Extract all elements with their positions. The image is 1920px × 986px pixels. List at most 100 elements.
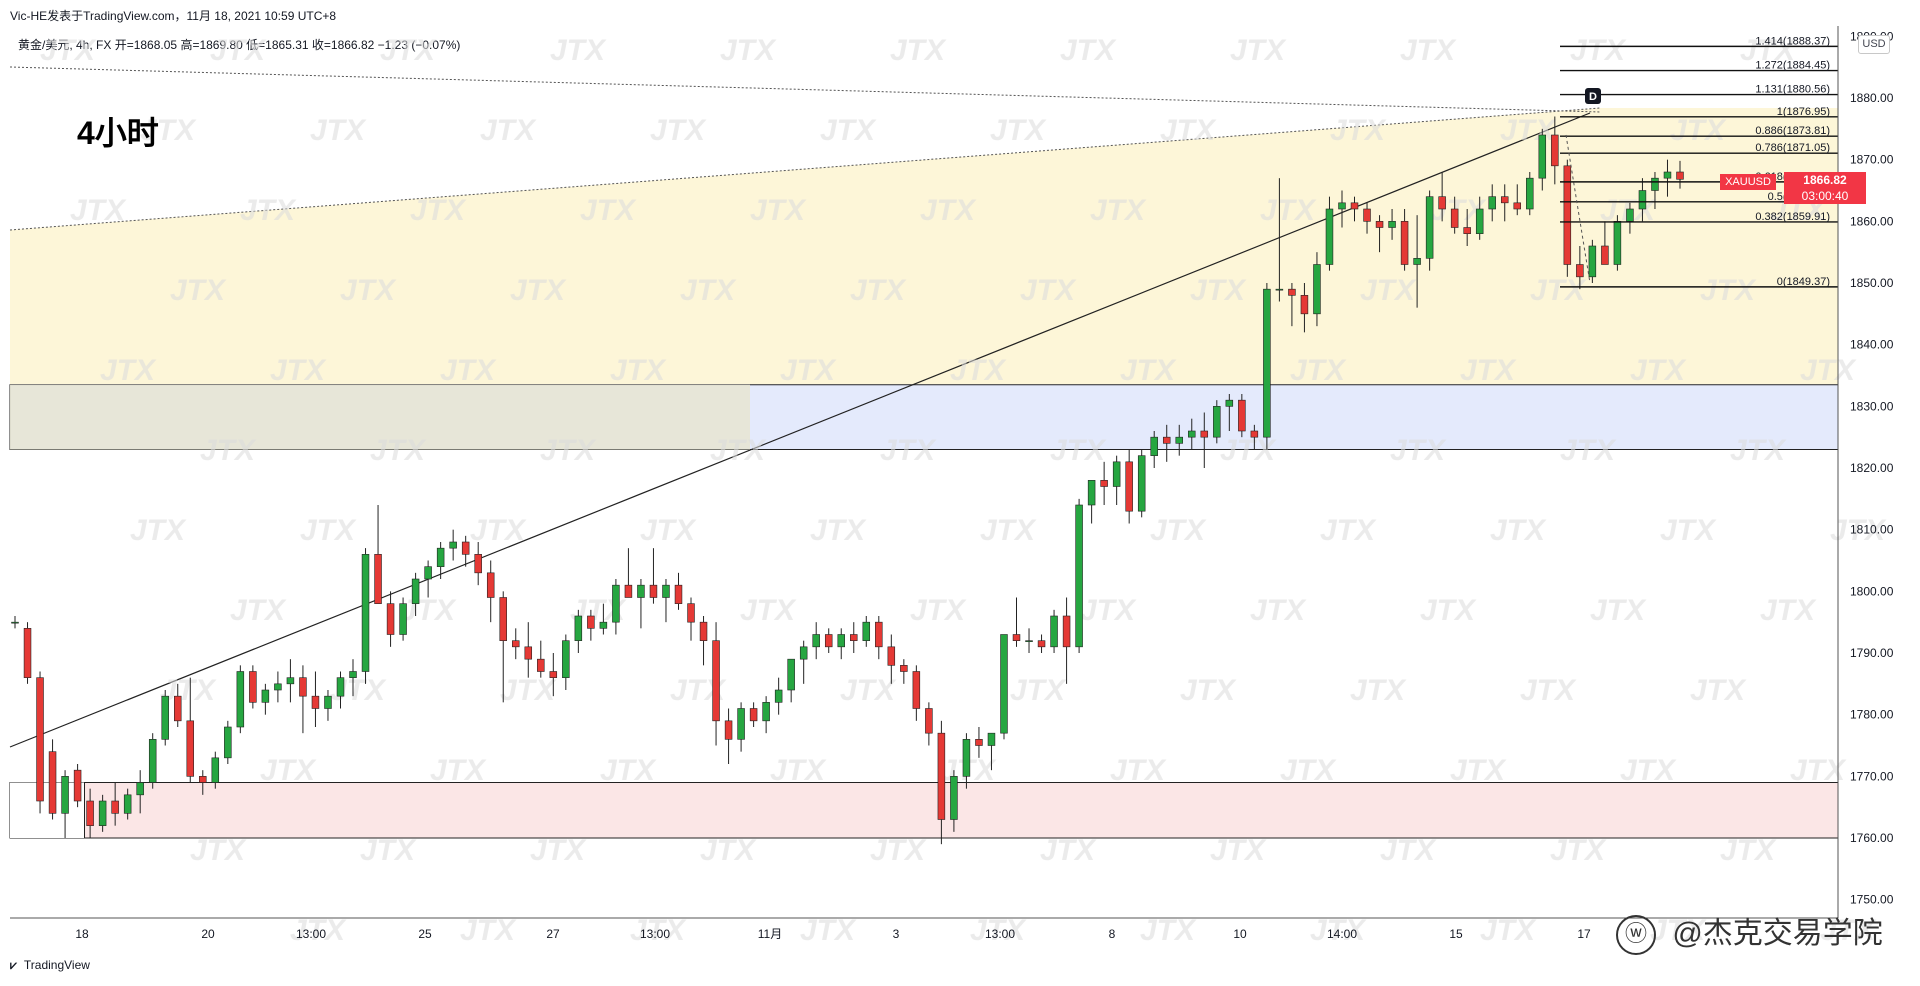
- candle-body: [274, 683, 282, 691]
- jtx-watermark: JTX: [1120, 354, 1177, 387]
- close-value: 收=1866.82: [311, 38, 375, 52]
- jtx-watermark: JTX: [910, 594, 967, 627]
- jtx-watermark: JTX: [290, 914, 347, 947]
- jtx-watermark: JTX: [1480, 914, 1537, 947]
- jtx-watermark: JTX: [1310, 914, 1367, 947]
- jtx-watermark: JTX: [1700, 274, 1757, 307]
- jtx-watermark: JTX: [740, 594, 797, 627]
- candle-body: [1050, 615, 1058, 648]
- fib-marker-d-icon: [1585, 88, 1601, 104]
- chart-header: Vic-HE发表于TradingView.com，11月 18, 2021 10…: [0, 0, 1920, 26]
- candle-body: [1438, 196, 1446, 210]
- symbol-label[interactable]: 黄金/美元, 4h, FX: [18, 38, 112, 52]
- jtx-watermark: JTX: [1360, 274, 1417, 307]
- candle-body: [1638, 190, 1647, 210]
- candle-body: [1463, 227, 1471, 234]
- candle-body: [1200, 430, 1209, 438]
- tradingview-logo-icon[interactable]: ⩗: [10, 958, 17, 972]
- candle-body: [186, 720, 195, 777]
- jtx-watermark: JTX: [200, 434, 257, 467]
- timeframe-label: 4小时: [77, 115, 159, 151]
- candle-body: [1213, 406, 1221, 438]
- candle-body: [399, 603, 407, 635]
- jtx-watermark: JTX: [1560, 434, 1617, 467]
- candle-body: [1238, 399, 1246, 432]
- time-axis-tick: 25: [418, 927, 432, 941]
- jtx-watermark: JTX: [1830, 514, 1887, 547]
- fib-level-label: 0.886(1873.81): [1755, 125, 1830, 137]
- low-value: 低=1865.31: [246, 38, 309, 52]
- jtx-watermark: JTX: [540, 434, 597, 467]
- time-axis-tick: 10: [1233, 927, 1247, 941]
- jtx-watermark: JTX: [680, 274, 737, 307]
- currency-badge[interactable]: USD: [1858, 35, 1890, 54]
- jtx-watermark: JTX: [920, 194, 977, 227]
- jtx-watermark: JTX: [1330, 114, 1387, 147]
- jtx-watermark: JTX: [1460, 354, 1517, 387]
- candle-body: [1588, 245, 1597, 278]
- candle-body: [1288, 288, 1296, 296]
- jtx-watermark: JTX: [1090, 194, 1147, 227]
- jtx-watermark: JTX: [360, 834, 417, 867]
- triangle-pattern-fill: [10, 108, 1838, 747]
- candle-body: [411, 578, 420, 604]
- jtx-watermark: JTX: [260, 754, 317, 787]
- candle-body: [486, 572, 495, 598]
- candle-body: [862, 621, 871, 641]
- candle-body: [562, 640, 570, 678]
- jtx-watermark: JTX: [580, 194, 637, 227]
- candle-body: [787, 658, 795, 691]
- jtx-watermark: JTX: [1760, 594, 1817, 627]
- price-axis-tick: 1820.00: [1850, 461, 1894, 475]
- candle-body: [1601, 245, 1609, 265]
- jtx-watermark: JTX: [1380, 834, 1437, 867]
- time-axis-tick: 8: [1109, 927, 1116, 941]
- jtx-watermark: JTX: [880, 434, 937, 467]
- jtx-watermark: JTX: [230, 594, 287, 627]
- candle-body: [799, 646, 808, 660]
- jtx-watermark: JTX: [840, 674, 897, 707]
- jtx-watermark: JTX: [950, 354, 1007, 387]
- time-axis-tick: 15: [1449, 927, 1463, 941]
- fib-level-label: 1.414(1888.37): [1755, 35, 1830, 47]
- price-axis-tick: 1750.00: [1850, 893, 1894, 907]
- tradingview-brand[interactable]: TradingView: [23, 958, 90, 972]
- last-price-value: 1866.82: [1803, 173, 1847, 187]
- jtx-watermark: JTX: [1740, 34, 1797, 67]
- candle-body: [749, 708, 758, 722]
- open-value: 开=1868.05: [114, 38, 178, 52]
- jtx-watermark: JTX: [630, 914, 687, 947]
- candle-body: [349, 671, 357, 678]
- high-value: 高=1869.80: [180, 38, 243, 52]
- price-axis-tick: 1880.00: [1850, 91, 1894, 105]
- time-axis-tick: 13:00: [296, 927, 326, 941]
- price-axis-tick: 1780.00: [1850, 708, 1894, 722]
- candle-body: [1413, 258, 1421, 265]
- jtx-watermark: JTX: [460, 914, 517, 947]
- candle-body: [136, 782, 144, 796]
- jtx-watermark: JTX: [240, 194, 297, 227]
- jtx-watermark: JTX: [190, 834, 247, 867]
- fib-connector: [1565, 134, 1591, 284]
- jtx-watermark: JTX: [800, 914, 857, 947]
- candle-body: [637, 584, 645, 598]
- candle-body: [1626, 208, 1634, 222]
- candle-body: [286, 677, 295, 685]
- candle-body: [1000, 634, 1008, 734]
- candle-body: [374, 554, 382, 604]
- jtx-watermark: JTX: [1450, 754, 1507, 787]
- candle-body: [1425, 196, 1434, 259]
- candle-body: [1075, 504, 1083, 648]
- time-axis-tick: 3: [893, 927, 900, 941]
- price-axis-tick: 1770.00: [1850, 769, 1894, 783]
- jtx-watermark: JTX: [1290, 354, 1347, 387]
- jtx-watermark: JTX: [380, 34, 437, 67]
- candle-body: [1313, 264, 1321, 315]
- candle-body: [1325, 208, 1334, 265]
- jtx-watermark: JTX: [600, 754, 657, 787]
- candle-body: [1388, 221, 1396, 228]
- jtx-watermark: JTX: [1140, 914, 1197, 947]
- candle-body: [36, 677, 44, 802]
- candle-body: [512, 640, 520, 648]
